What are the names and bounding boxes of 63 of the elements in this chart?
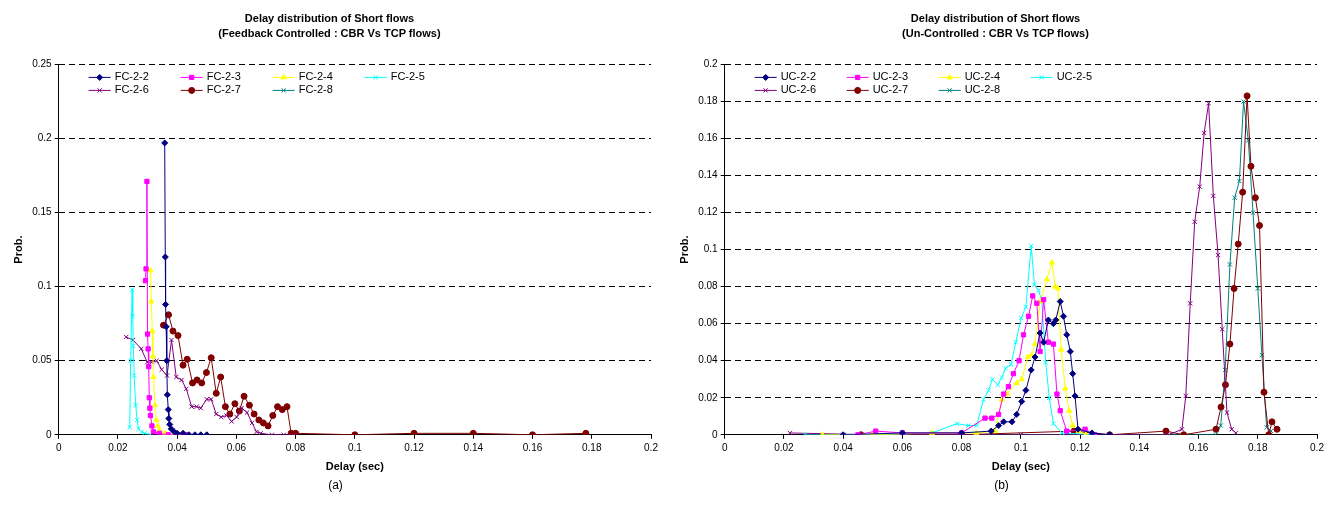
legend-label: FC-2-4 (298, 70, 333, 83)
x-tick-label: 0.1 (347, 441, 363, 453)
x-tick-label: 0.02 (108, 441, 129, 453)
x-tick-label: 0 (55, 441, 62, 453)
legend-label: UC-2-7 (872, 83, 909, 96)
x-tick-label: 0.04 (833, 441, 854, 453)
x-tick-label: 0.02 (774, 441, 795, 453)
y-tick-label: 0.06 (698, 317, 719, 329)
y-tick-label: 0.14 (698, 169, 719, 181)
chart-subtitle: (Un-Controlled : CBR Vs TCP flows) (902, 26, 1090, 39)
y-tick-label: 0.1 (703, 243, 719, 255)
y-tick-label: 0 (712, 428, 719, 440)
x-tick-label: 0 (721, 441, 728, 453)
x-tick-label: 0.18 (1248, 441, 1268, 453)
x-axis-title: Delay (sec) (325, 460, 385, 473)
legend-label: UC-2-3 (872, 70, 909, 83)
y-tick-label: 0.12 (698, 206, 719, 218)
legend-label: UC-2-2 (780, 70, 817, 83)
chart-title: Delay distribution of Short flows (910, 11, 1081, 24)
legend-label: FC-2-5 (390, 70, 425, 83)
legend-label: UC-2-6 (780, 83, 817, 96)
x-tick-label: 0.16 (522, 441, 543, 453)
chart-subtitle: (Feedback Controlled : CBR Vs TCP flows) (218, 26, 441, 39)
legend-label: FC-2-2 (114, 70, 149, 83)
y-tick-label: 0.05 (32, 354, 53, 366)
x-tick-label: 0.14 (1129, 441, 1150, 453)
y-tick-label: 0.16 (698, 132, 719, 144)
x-tick-label: 0.14 (463, 441, 484, 453)
y-axis-title: Prob. (11, 235, 24, 264)
text: (b) (993, 478, 1010, 492)
x-tick-label: 0.06 (226, 441, 247, 453)
x-tick-label: 0.08 (951, 441, 972, 453)
x-axis-title: Delay (sec) (991, 460, 1051, 473)
legend-label: FC-2-6 (114, 83, 149, 96)
y-tick-label: 0.18 (698, 95, 719, 107)
legend-label: UC-2-4 (964, 70, 1001, 83)
y-tick-label: 0.08 (698, 280, 719, 292)
legend-label: UC-2-8 (964, 83, 1001, 96)
y-tick-label: 0.2 (37, 132, 53, 144)
x-tick-label: 0.12 (404, 441, 425, 453)
x-tick-label: 0.08 (285, 441, 306, 453)
y-axis-title: Prob. (677, 235, 690, 264)
x-tick-label: 0.16 (1188, 441, 1209, 453)
y-tick-label: 0.2 (703, 58, 719, 70)
y-tick-label: 0 (46, 428, 53, 440)
x-tick-label: 0.1 (1013, 441, 1029, 453)
legend-label: FC-2-3 (206, 70, 241, 83)
legend-label: FC-2-7 (206, 83, 241, 96)
x-tick-label: 0.18 (582, 441, 602, 453)
x-tick-label: 0.12 (1070, 441, 1091, 453)
chart-title: Delay distribution of Short flows (244, 11, 415, 24)
legend-label: FC-2-8 (298, 83, 333, 96)
y-tick-label: 0.15 (32, 206, 53, 218)
y-tick-label: 0.02 (698, 391, 719, 403)
x-tick-label: 0.2 (644, 441, 659, 453)
y-tick-label: 0.25 (32, 58, 53, 70)
y-tick-label: 0.04 (698, 354, 719, 366)
legend-label: UC-2-5 (1056, 70, 1093, 83)
y-tick-label: 0.1 (37, 280, 53, 292)
text: (a) (327, 478, 344, 492)
x-tick-label: 0.06 (892, 441, 913, 453)
x-tick-label: 0.2 (1310, 441, 1325, 453)
x-tick-label: 0.04 (167, 441, 188, 453)
